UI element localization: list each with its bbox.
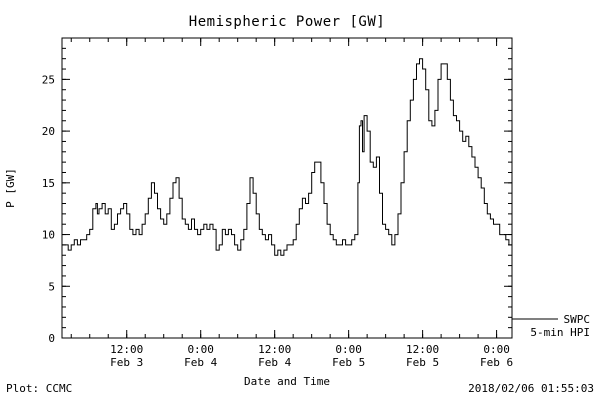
- footer-plot-credit: Plot: CCMC: [6, 382, 72, 395]
- x-tick-time-label: 0:00: [187, 343, 214, 356]
- x-tick-time-label: 12:00: [110, 343, 143, 356]
- y-tick-label: 15: [42, 177, 55, 190]
- y-axis-label: P [GW]: [4, 168, 17, 208]
- x-tick-date-label: Feb 3: [110, 356, 143, 369]
- x-tick-date-label: Feb 4: [258, 356, 291, 369]
- legend-series-source: SWPC: [564, 313, 591, 326]
- footer-timestamp: 2018/02/06 01:55:03: [468, 382, 594, 395]
- x-tick-time-label: 12:00: [406, 343, 439, 356]
- x-tick-date-label: Feb 6: [480, 356, 513, 369]
- axes-frame: [61, 37, 513, 339]
- y-tick-label: 10: [42, 229, 55, 242]
- legend-series-name: 5-min HPI: [530, 326, 590, 339]
- hpi-data-trace: [62, 58, 512, 256]
- y-tick-label: 25: [42, 73, 55, 86]
- x-tick-date-label: Feb 4: [184, 356, 217, 369]
- y-tick-label: 0: [48, 332, 55, 345]
- x-tick-time-label: 12:00: [258, 343, 291, 356]
- x-axis-label: Date and Time: [244, 375, 330, 388]
- y-tick-label: 5: [48, 280, 55, 293]
- chart-title: Hemispheric Power [GW]: [189, 14, 385, 30]
- x-tick-time-label: 0:00: [335, 343, 362, 356]
- y-tick-label: 20: [42, 125, 55, 138]
- x-tick-date-label: Feb 5: [406, 356, 439, 369]
- x-tick-time-label: 0:00: [483, 343, 510, 356]
- x-tick-date-label: Feb 5: [332, 356, 365, 369]
